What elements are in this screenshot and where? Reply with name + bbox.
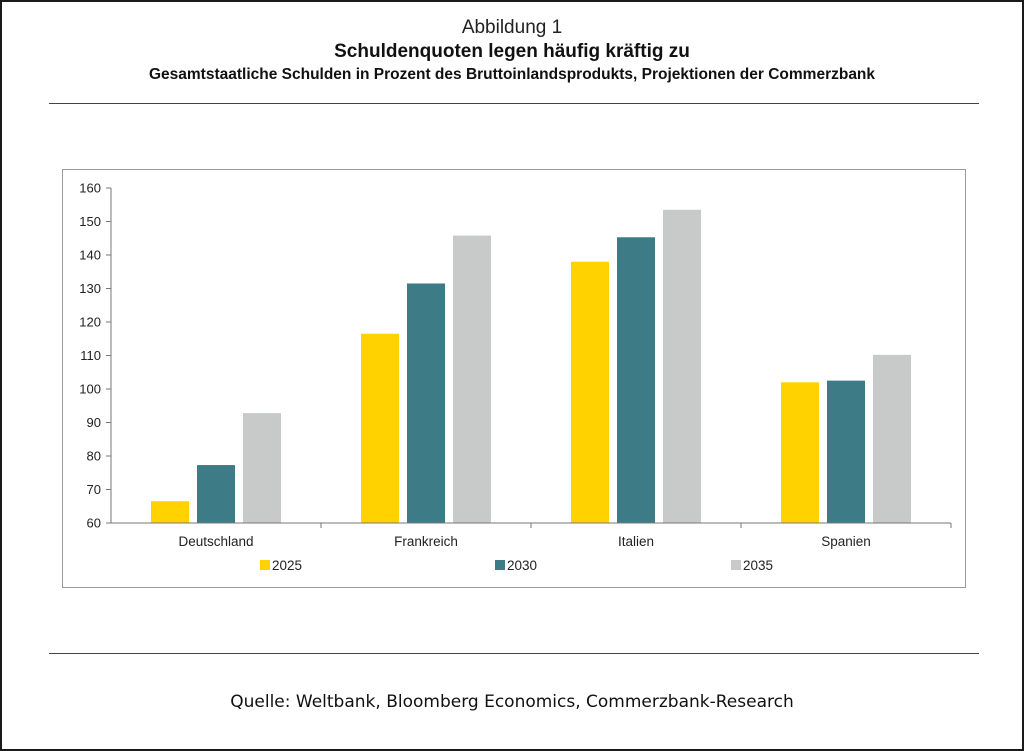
x-tick-label: Spanien [821,534,871,549]
x-tick-label: Frankreich [394,534,458,549]
legend-swatch-2035 [731,560,741,570]
y-tick-label: 120 [79,315,101,330]
chart-title: Schuldenquoten legen häufig kräftig zu [334,41,690,62]
legend-swatch-2025 [260,560,270,570]
bar-2035-frankreich [453,235,491,523]
y-tick-label: 150 [79,214,101,229]
bar-2030-italien [617,237,655,523]
bar-2025-italien [571,261,609,523]
y-tick-label: 80 [87,449,101,464]
header-divider [49,103,979,104]
legend-swatch-2030 [495,560,505,570]
footer-divider [49,653,979,654]
y-tick-label: 130 [79,281,101,296]
bar-2035-spanien [873,354,911,523]
figure-header: Abbildung 1 Schuldenquoten legen häufig … [2,16,1022,86]
y-tick-label: 70 [87,482,101,497]
y-tick-label: 90 [87,415,101,430]
bar-2025-spanien [781,382,819,523]
x-tick-label: Italien [618,534,654,549]
bar-2025-frankreich [361,333,399,523]
y-tick-label: 110 [80,348,101,363]
figure-caption: Abbildung 1 [461,17,563,38]
legend-label-2030: 2030 [507,558,537,573]
bar-chart: 60 70 80 90 100 110 120 130 140 150 160 Deutschland… [79,181,952,573]
legend-label-2025: 2025 [272,558,302,573]
chart-subtitle: Gesamtstaatliche Schulden in Prozent des… [148,66,876,83]
bar-2030-deutschland [197,465,235,523]
source-note: Quelle: Weltbank, Bloomberg Economics, C… [230,692,794,712]
bar-2030-frankreich [407,283,445,523]
y-tick-label: 140 [79,248,101,263]
chart-container: 60 70 80 90 100 110 120 130 140 150 160 Deutschland… [62,169,966,588]
y-tick-label: 100 [79,382,101,397]
bar-2025-deutschland [151,501,189,523]
bar-2035-deutschland [243,413,281,523]
bar-2035-italien [663,209,701,523]
y-tick-label: 60 [87,516,101,531]
y-tick-label: 160 [79,181,101,196]
x-tick-label: Deutschland [178,534,253,549]
legend-label-2035: 2035 [743,558,773,573]
bar-2030-spanien [827,380,865,523]
